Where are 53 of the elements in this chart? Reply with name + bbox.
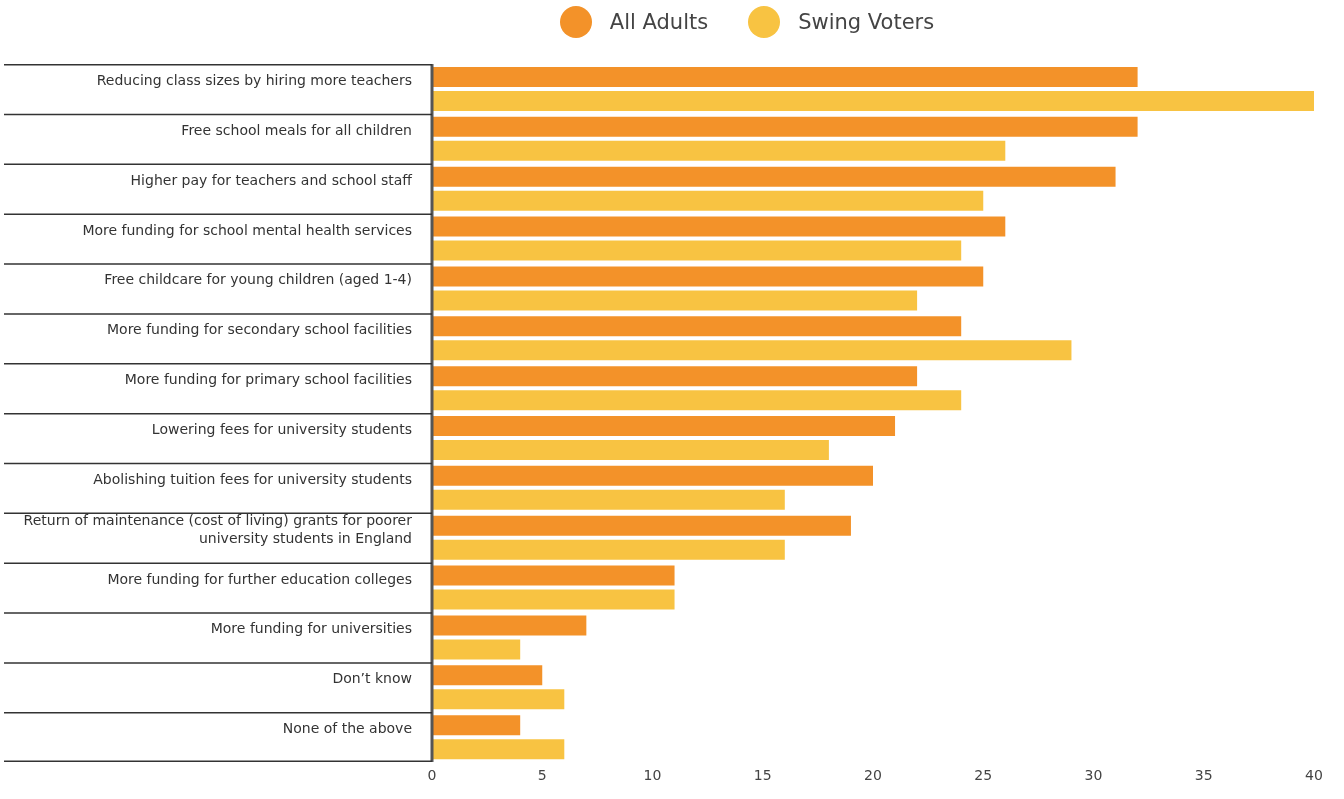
x-tick-label: 35 — [1194, 766, 1213, 783]
x-tick-label: 20 — [864, 766, 882, 783]
y-tick-label: More funding for secondary school facilities — [106, 321, 412, 338]
bar — [432, 316, 962, 337]
bar — [432, 689, 565, 710]
bar — [432, 66, 1138, 87]
x-tick-label: 0 — [427, 766, 437, 783]
y-tick-label: More funding for primary school facilities — [124, 371, 412, 388]
bar — [432, 539, 785, 560]
bar — [432, 415, 896, 436]
bar — [432, 489, 785, 510]
y-tick-label: More funding for universities — [210, 620, 412, 637]
bar — [432, 615, 587, 636]
bar — [432, 116, 1138, 137]
y-tick-label: Abolishing tuition fees for university students — [93, 470, 412, 487]
bar — [432, 439, 829, 460]
bar — [432, 290, 918, 311]
bar — [432, 366, 918, 387]
bar — [432, 739, 565, 760]
legend-label: Swing Voters — [798, 10, 935, 34]
bar — [432, 266, 984, 287]
bar — [432, 240, 962, 261]
y-tick-label: Free childcare for young children (aged 1-4) — [104, 271, 412, 288]
bar — [432, 589, 675, 610]
x-tick-label: 15 — [753, 766, 772, 783]
y-tick-label: Return of maintenance (cost of living) grants for poorer university students in England — [23, 511, 413, 546]
bar — [432, 216, 1006, 237]
bar — [432, 639, 521, 660]
x-tick-label: 5 — [537, 766, 547, 783]
bar — [432, 390, 962, 411]
bar — [432, 140, 1006, 161]
bar — [432, 465, 873, 486]
bar — [432, 665, 543, 686]
y-tick-label: Lowering fees for university students — [151, 420, 412, 437]
bar — [432, 190, 984, 211]
y-tick-label: Higher pay for teachers and school staff — [130, 171, 413, 188]
bar — [432, 90, 1314, 111]
y-tick-label: Don’t know — [332, 670, 412, 687]
y-tick-label: Free school meals for all children — [181, 121, 412, 138]
x-tick-label: 25 — [974, 766, 993, 783]
bar — [432, 565, 675, 586]
y-tick-label: Reducing class sizes by hiring more teachers — [96, 71, 412, 88]
bar — [432, 166, 1116, 187]
y-tick-label: None of the above — [282, 720, 412, 737]
bar — [432, 515, 851, 536]
x-tick-label: 30 — [1084, 766, 1103, 783]
bar — [432, 340, 1072, 361]
x-tick-label: 10 — [643, 766, 662, 783]
y-tick-label: More funding for school mental health services — [82, 221, 412, 238]
x-tick-label: 40 — [1305, 766, 1323, 783]
legend-label: All Adults — [609, 10, 709, 34]
bar — [432, 715, 521, 736]
y-tick-label: More funding for further education colleges — [107, 570, 412, 587]
